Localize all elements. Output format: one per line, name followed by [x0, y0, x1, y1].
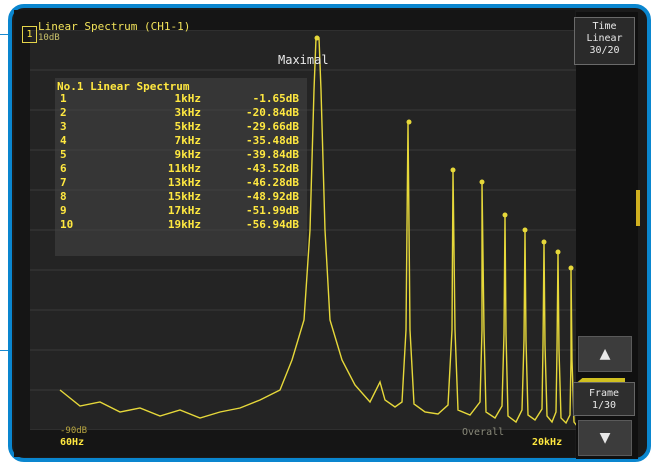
frame-value: 1/30	[591, 400, 617, 411]
row-frequency: 17kHz	[167, 204, 201, 217]
peak-marker	[541, 239, 547, 245]
table-header: No.1 Linear Spectrum	[57, 80, 190, 93]
row-number: 4	[60, 134, 67, 147]
row-number: 7	[60, 176, 67, 189]
x-axis-end-label: 20kHz	[532, 437, 563, 448]
row-number: 2	[60, 106, 67, 119]
row-value: -35.48dB	[246, 134, 299, 147]
row-number: 6	[60, 162, 67, 175]
peak-list-table: No.1 Linear Spectrum 1 1kHz -1.65dB 2 3kHz -…	[55, 78, 307, 256]
peak-marker	[450, 167, 456, 173]
table-row: 3 5kHz -29.66dB	[55, 120, 307, 134]
row-number: 5	[60, 148, 67, 161]
channel-number-badge[interactable]: 1	[22, 26, 37, 43]
row-value: -20.84dB	[246, 106, 299, 119]
row-value: -43.52dB	[246, 162, 299, 175]
row-value: -39.84dB	[246, 148, 299, 161]
peak-marker	[568, 265, 574, 271]
table-row: 4 7kHz -35.48dB	[55, 134, 307, 148]
table-row: 6 11kHz -43.52dB	[55, 162, 307, 176]
peak-marker	[479, 179, 485, 185]
time-linear-setting[interactable]: Time Linear 30/20	[574, 17, 635, 65]
table-row: 7 13kHz -46.28dB	[55, 176, 307, 190]
row-frequency: 13kHz	[167, 176, 201, 189]
row-frequency: 19kHz	[167, 218, 201, 231]
table-row: 1 1kHz -1.65dB	[55, 92, 307, 106]
peak-marker	[555, 249, 561, 255]
row-value: -48.92dB	[246, 190, 299, 203]
scroll-position-marker	[636, 190, 640, 226]
row-frequency: 9kHz	[174, 148, 202, 161]
table-row: 10 19kHz -56.94dB	[55, 218, 307, 232]
linear-label: Linear	[586, 33, 623, 44]
row-value: -1.65dB	[252, 92, 299, 105]
peak-marker	[502, 212, 508, 218]
y-axis-bottom-label: -90dB	[60, 426, 88, 436]
table-row: 5 9kHz -39.84dB	[55, 148, 307, 162]
scroll-down-button[interactable]: ▼	[578, 420, 632, 456]
table-row: 9 17kHz -51.99dB	[55, 204, 307, 218]
spectrum-trace	[59, 37, 577, 427]
row-frequency: 15kHz	[167, 190, 201, 203]
row-number: 1	[60, 92, 67, 105]
row-number: 9	[60, 204, 67, 217]
peak-marker	[314, 35, 320, 41]
frame-label: Frame	[588, 388, 620, 399]
row-value: -51.99dB	[246, 204, 299, 217]
row-number: 8	[60, 190, 67, 203]
time-label: Time	[592, 21, 617, 32]
table-row: 8 15kHz -48.92dB	[55, 190, 307, 204]
peak-marker	[406, 119, 412, 125]
x-axis-start-label: 60Hz	[60, 437, 85, 448]
frame-selector[interactable]: Frame 1/30	[573, 382, 635, 416]
window-title: Linear Spectrum (CH1-1)	[38, 20, 191, 33]
peak-mode-label: Maximal	[278, 53, 329, 67]
ratio-label: 30/20	[589, 45, 620, 56]
overall-label: Overall	[462, 427, 505, 438]
table-row: 2 3kHz -20.84dB	[55, 106, 307, 120]
row-frequency: 11kHz	[167, 162, 201, 175]
row-number: 3	[60, 120, 67, 133]
row-value: -46.28dB	[246, 176, 299, 189]
peak-markers	[314, 35, 574, 271]
row-frequency: 5kHz	[174, 120, 202, 133]
row-value: -29.66dB	[246, 120, 299, 133]
row-frequency: 3kHz	[174, 106, 202, 119]
scale-label: 10dB	[38, 33, 60, 43]
row-frequency: 7kHz	[174, 134, 202, 147]
row-frequency: 1kHz	[174, 92, 202, 105]
peak-marker	[522, 227, 528, 233]
row-number: 10	[60, 218, 74, 231]
row-value: -56.94dB	[246, 218, 299, 231]
scroll-up-button[interactable]: ▲	[578, 336, 632, 372]
